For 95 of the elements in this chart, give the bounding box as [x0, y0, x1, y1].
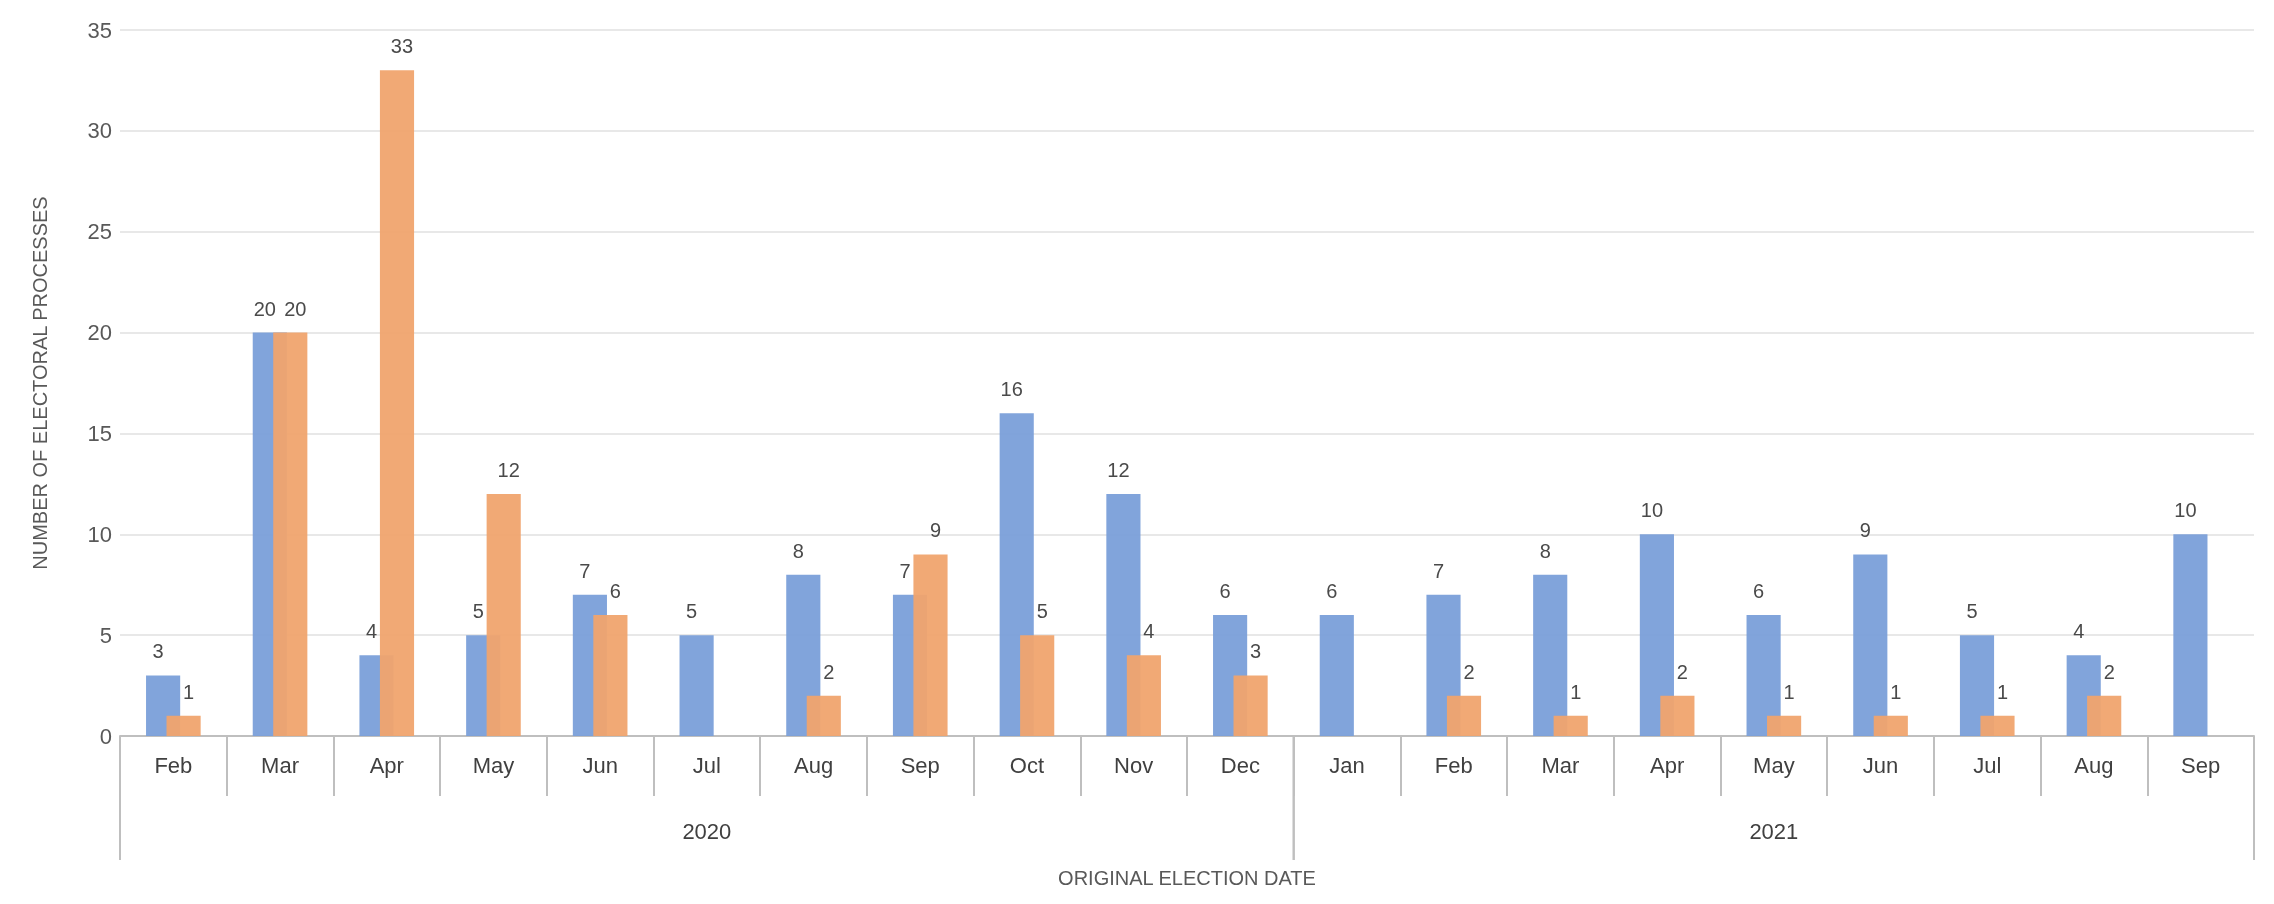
x-tick-label: Aug: [2074, 752, 2114, 778]
data-label: 9: [1859, 519, 1871, 542]
data-label: 5: [1966, 600, 1978, 623]
x-tick-label: Mar: [1541, 752, 1580, 778]
data-label: 7: [579, 559, 591, 582]
bar: [1853, 554, 1888, 736]
data-label: 9: [929, 519, 942, 542]
data-label: 7: [899, 559, 911, 582]
y-tick-label: 15: [87, 420, 112, 446]
bar: [593, 614, 628, 736]
x-tick-label: Feb: [1434, 752, 1473, 778]
bar: [1446, 695, 1482, 736]
y-tick-label: 20: [87, 320, 112, 346]
data-label: 4: [1143, 620, 1155, 643]
x-tick-label: Apr: [1650, 752, 1685, 778]
x-tick-label: Feb: [154, 752, 193, 778]
y-tick-label: 5: [99, 622, 112, 648]
data-label: 1: [183, 680, 195, 703]
y-tick-label: 25: [87, 219, 112, 245]
data-label: 5: [472, 600, 484, 623]
y-tick-label: 0: [99, 723, 112, 749]
data-label: 10: [2174, 499, 2197, 522]
bar: [166, 715, 201, 736]
x-tick-label: Nov: [1114, 752, 1154, 778]
data-label: 2: [823, 660, 835, 683]
bar: [679, 635, 714, 736]
data-label: 6: [609, 579, 621, 602]
bar: [1746, 614, 1781, 736]
data-label: 3: [1250, 640, 1262, 663]
x-tick-label: Jul: [1973, 752, 2002, 778]
x-tick-label: Jan: [1329, 752, 1365, 778]
x-axis-title: ORIGINAL ELECTION DATE: [1058, 867, 1316, 889]
data-label: 2: [2103, 660, 2115, 683]
data-label: 1: [1996, 680, 2009, 703]
data-label: 4: [365, 620, 378, 643]
bar: [786, 574, 821, 736]
bar: [913, 554, 948, 736]
bar: [2087, 695, 2122, 736]
bar: [1533, 574, 1568, 736]
data-label: 6: [1219, 579, 1231, 602]
data-label: 33: [390, 35, 414, 58]
data-label: 1: [1570, 680, 1582, 703]
bar: [1980, 715, 2015, 736]
x-tick-label: Jul: [692, 752, 721, 778]
bar: [1959, 635, 1995, 736]
data-label: 6: [1753, 579, 1765, 602]
data-label: 6: [1326, 579, 1338, 602]
bar: [1020, 635, 1055, 736]
data-label: 10: [1640, 499, 1664, 522]
data-label: 2: [1676, 660, 1688, 683]
data-label: 5: [686, 600, 698, 623]
data-label: 8: [792, 539, 804, 562]
data-label: 3: [152, 640, 164, 663]
bar: [273, 332, 308, 736]
data-label: 12: [497, 458, 520, 481]
bar: [1639, 534, 1674, 736]
x-tick-label: May: [1753, 752, 1795, 778]
y-axis-title: NUMBER OF ELECTORAL PROCESSES: [29, 196, 51, 570]
data-label: 20: [253, 297, 276, 320]
x-tick-label: Mar: [261, 752, 299, 778]
bar: [1553, 715, 1588, 736]
y-tick-label: 10: [87, 521, 112, 547]
bar: [1319, 614, 1354, 736]
bar: [1233, 675, 1268, 736]
data-label: 1: [1890, 680, 1902, 703]
bar: [379, 70, 415, 736]
x-tick-label: Dec: [1220, 752, 1260, 778]
data-label: 8: [1539, 539, 1551, 562]
x-tick-label: Sep: [2181, 752, 2221, 778]
bar: [2173, 534, 2208, 736]
bar: [1767, 715, 1802, 736]
x-tick-label: Jun: [582, 752, 618, 778]
bar: [1126, 655, 1161, 736]
y-tick-label: 35: [87, 17, 112, 43]
data-label: 5: [1036, 600, 1048, 623]
data-label: 4: [2073, 620, 2085, 643]
text: 2021: [1749, 818, 1799, 844]
data-label: 2: [1463, 660, 1475, 683]
data-label: 7: [1432, 559, 1445, 582]
data-label: 20: [284, 297, 307, 320]
bar: [486, 493, 521, 736]
data-label: 1: [1783, 680, 1795, 703]
text: 2020: [682, 818, 732, 844]
x-tick-label: Jun: [1862, 752, 1899, 778]
data-label: 16: [1000, 378, 1023, 401]
data-label: 12: [1107, 458, 1130, 481]
bar: [1873, 715, 1908, 736]
y-tick-label: 30: [87, 118, 112, 144]
bar: [1660, 695, 1695, 736]
x-tick-label: May: [472, 752, 515, 778]
x-tick-label: Apr: [369, 752, 404, 778]
bar: [806, 695, 841, 736]
x-tick-label: Sep: [900, 752, 940, 778]
x-tick-label: Oct: [1009, 752, 1045, 778]
x-tick-label: Aug: [793, 752, 834, 778]
